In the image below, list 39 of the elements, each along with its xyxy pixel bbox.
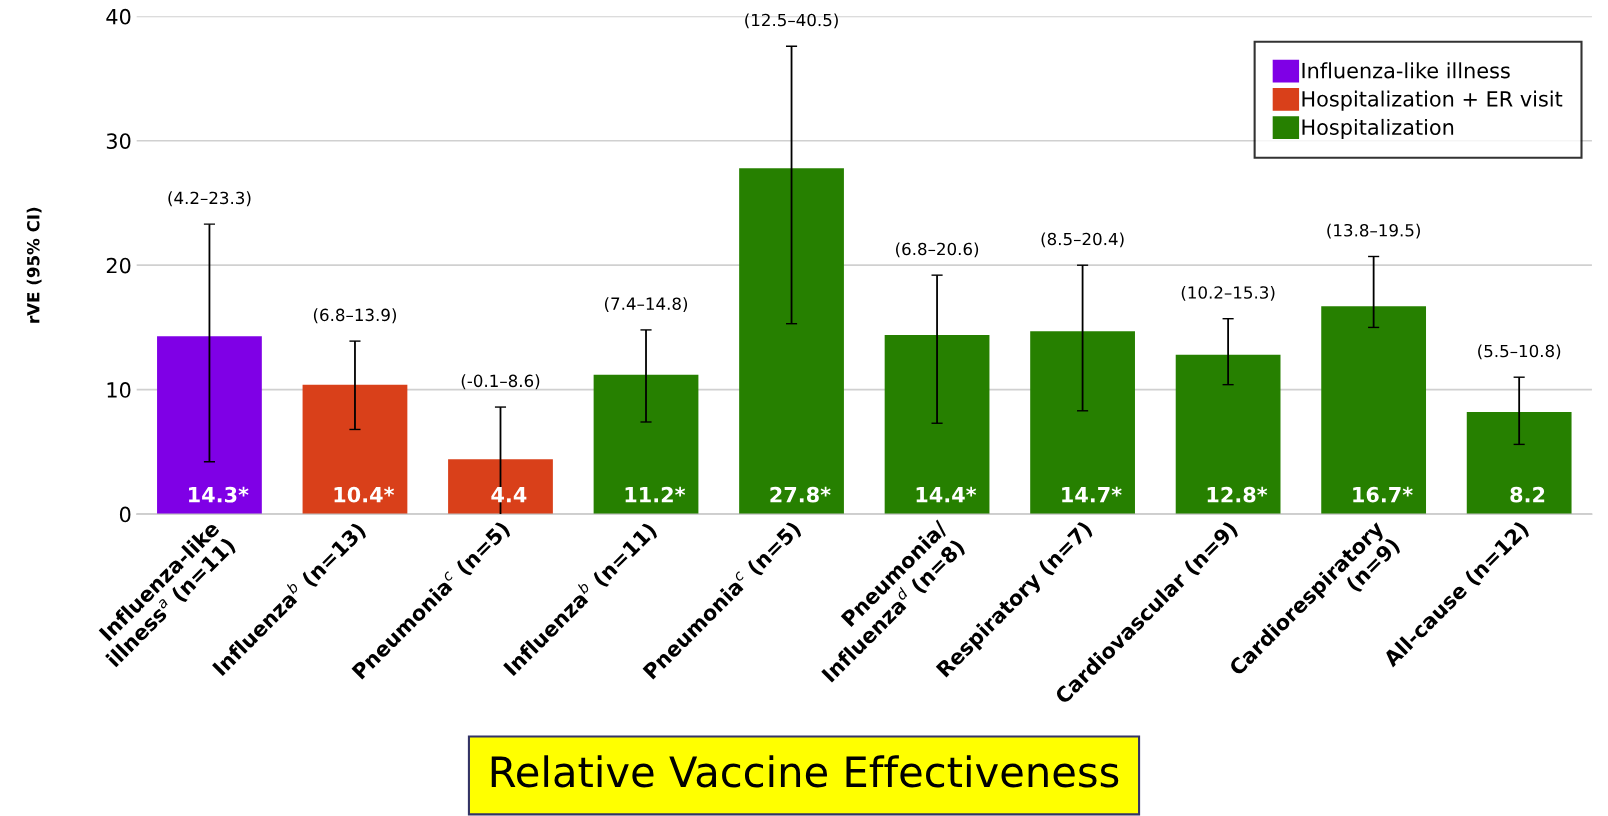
legend-label: Hospitalization (1302, 118, 1454, 140)
bar (1175, 354, 1281, 515)
y-tick-label: 0 (119, 506, 131, 523)
text: Relative Vaccine Effectiveness (491, 755, 1119, 788)
y-tick-label: 40 (106, 8, 131, 25)
annotation: (4.2–23.3) (168, 191, 251, 207)
bar (448, 459, 553, 515)
data-label: 10.4* (334, 486, 395, 503)
data-label: 11.2* (625, 486, 686, 503)
bar (739, 168, 844, 515)
annotation: (-0.1–8.6) (461, 374, 540, 390)
bar (1466, 412, 1572, 515)
legend-label: Influenza-like illness (1302, 62, 1510, 79)
data-label: 16.7* (1353, 486, 1413, 503)
annotation: (7.4–14.8) (604, 297, 688, 312)
bar (157, 336, 262, 515)
data-label: 27.8* (770, 486, 831, 503)
data-label: 14.4* (916, 486, 977, 503)
bar (302, 384, 408, 515)
bar (1321, 306, 1427, 515)
annotation: (8.5–20.4) (1041, 232, 1124, 248)
y-tick-label: 10 (107, 382, 131, 398)
y-axis-title: rVE (95% CI) (26, 207, 42, 323)
annotation: (5.5–10.8) (1478, 344, 1561, 360)
data-label: 12.8* (1207, 486, 1268, 503)
annotation: (12.5–40.5) (745, 13, 838, 29)
y-tick-label: 20 (106, 257, 131, 274)
annotation: (6.8–20.6) (896, 242, 979, 258)
legend-label: Hospitalization + ER visit (1302, 90, 1563, 111)
data-label: 14.7* (1062, 486, 1122, 503)
y-tick-label: 30 (106, 133, 131, 149)
data-label: 14.3* (189, 486, 249, 503)
annotation: (6.8–13.9) (313, 308, 397, 324)
data-label: 8.2 (1510, 486, 1545, 503)
bar (593, 374, 699, 515)
annotation: (13.8–19.5) (1327, 223, 1420, 239)
bar (1030, 331, 1135, 515)
annotation: (10.2–15.3) (1181, 285, 1275, 301)
bar (884, 334, 990, 515)
